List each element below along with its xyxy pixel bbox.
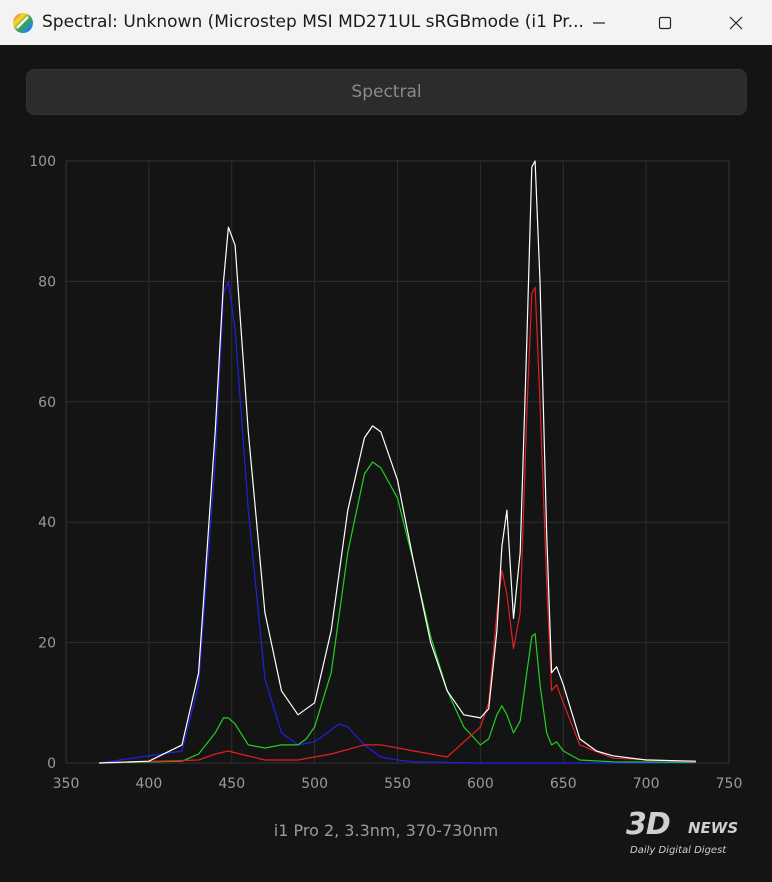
x-tick-label: 500 bbox=[301, 776, 328, 792]
x-tick-label: 600 bbox=[467, 776, 494, 792]
x-tick-label: 450 bbox=[218, 776, 245, 792]
series-line bbox=[99, 461, 696, 764]
spectral-mode-button[interactable]: Spectral bbox=[26, 69, 747, 115]
x-tick-label: 400 bbox=[136, 776, 163, 792]
window-title: Spectral: Unknown (Microstep MSI MD271UL… bbox=[42, 12, 584, 32]
instrument-info: i1 Pro 2, 3.3nm, 370-730nm bbox=[273, 821, 499, 840]
x-tick-label: 700 bbox=[633, 776, 660, 792]
y-tick-label: 80 bbox=[38, 274, 56, 290]
y-tick-label: 40 bbox=[38, 515, 56, 531]
y-tick-label: 100 bbox=[29, 154, 56, 170]
y-tick-label: 20 bbox=[38, 636, 56, 652]
maximize-icon bbox=[658, 16, 672, 29]
close-icon bbox=[729, 16, 743, 29]
maximize-button[interactable] bbox=[642, 0, 688, 45]
plot-frame bbox=[65, 160, 730, 764]
x-tick-label: 750 bbox=[716, 776, 743, 792]
series-line bbox=[99, 160, 696, 764]
watermark-logo: 3D NEWS Daily Digital Digest bbox=[626, 807, 739, 856]
y-tick-label: 0 bbox=[47, 756, 56, 772]
x-tick-label: 550 bbox=[384, 776, 411, 792]
spectral-chart: 350 400 450 500 550 600 650 700 750 0 20 40 60 80 100 bbox=[29, 154, 743, 792]
series-line bbox=[99, 280, 696, 764]
minimize-icon bbox=[593, 21, 605, 24]
close-button[interactable] bbox=[713, 0, 759, 45]
x-tick-label: 350 bbox=[53, 776, 80, 792]
content-area: Spectral 350 400 450 500 550 600 650 700 750 0 20 4… bbox=[0, 45, 772, 882]
app-logo-icon bbox=[12, 12, 34, 34]
x-tick-label: 650 bbox=[550, 776, 577, 792]
title-bar[interactable]: Spectral: Unknown (Microstep MSI MD271UL… bbox=[0, 0, 772, 45]
minimize-button[interactable] bbox=[576, 0, 622, 45]
y-tick-label: 60 bbox=[38, 395, 56, 411]
